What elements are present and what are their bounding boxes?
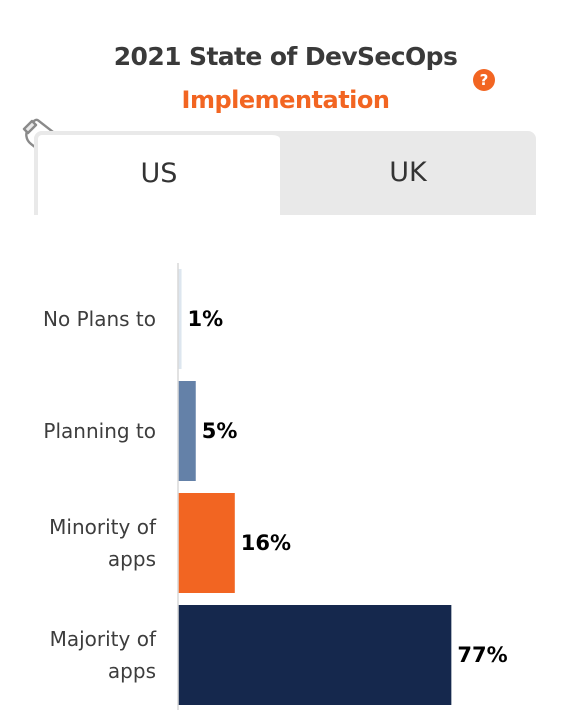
chart-subtitle: Implementation — [181, 86, 390, 114]
bar-chart: 1% No Plans to 5% Planning to 16% Minority of… — [43, 263, 508, 710]
category-label-0: No Plans to — [43, 307, 156, 331]
category-label-1: Planning to — [43, 419, 156, 443]
tab-us[interactable]: US — [34, 131, 280, 215]
category-label-3: Majority of apps — [50, 627, 157, 683]
tab-uk[interactable]: UK — [389, 157, 427, 188]
bar-3 — [178, 605, 452, 705]
value-label-3: 77% — [457, 643, 507, 667]
bar-0 — [178, 269, 182, 369]
chart-title: 2021 State of DevSecOps — [113, 42, 458, 71]
value-label-2: 16% — [241, 531, 291, 555]
help-icon[interactable]: ? — [473, 69, 495, 91]
value-label-0: 1% — [188, 307, 224, 331]
category-label-2: Minority of apps — [49, 515, 157, 571]
value-label-1: 5% — [202, 419, 238, 443]
bar-1 — [178, 381, 196, 481]
bar-2 — [178, 493, 235, 593]
country-tabs: US UK — [34, 131, 536, 215]
